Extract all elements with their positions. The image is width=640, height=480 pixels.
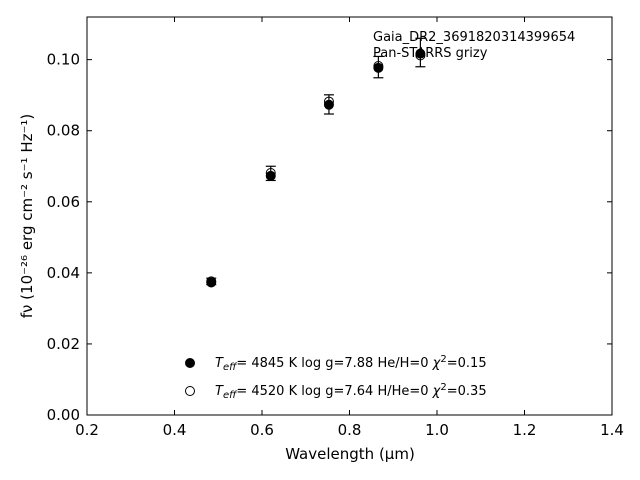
data-points <box>206 48 426 288</box>
legend-marker-filled <box>185 358 195 368</box>
x-tick-label: 0.8 <box>338 421 362 439</box>
point-model-2 <box>206 276 217 287</box>
error-bars <box>206 37 426 286</box>
y-axis-label: fν (10⁻²⁶ erg cm⁻² s⁻¹ Hz⁻¹) <box>18 114 36 319</box>
x-axis-ticks: 0.2 0.4 0.6 0.8 1.0 1.2 1.4 <box>75 17 624 439</box>
point-model-1 <box>265 170 276 181</box>
x-tick-label: 0.2 <box>75 421 99 439</box>
y-tick-label: 0.10 <box>47 51 80 69</box>
y-tick-label: 0.06 <box>47 193 80 211</box>
legend: Teff= 4845 K log g=7.88 He/H=0 χ2=0.15 T… <box>185 354 487 401</box>
y-tick-label: 0.02 <box>47 335 80 353</box>
y-tick-label: 0.08 <box>47 122 80 140</box>
annotation-survey: Pan-STARRS grizy <box>373 46 488 61</box>
annotation-star-id: Gaia_DR2_3691820314399654 <box>373 30 575 45</box>
legend-entry-2: Teff= 4520 K log g=7.64 H/He=0 χ2=0.35 <box>215 382 487 401</box>
y-tick-label: 0.00 <box>47 406 80 424</box>
x-axis-label: Wavelength (μm) <box>285 445 415 463</box>
point-model-2 <box>415 50 426 61</box>
x-tick-label: 0.4 <box>163 421 187 439</box>
x-tick-label: 1.4 <box>600 421 624 439</box>
point-model-1 <box>323 99 334 110</box>
point-model-2 <box>323 96 334 107</box>
plot-frame <box>86 16 613 416</box>
y-tick-label: 0.04 <box>47 264 80 282</box>
point-model-2 <box>373 61 384 72</box>
x-tick-label: 0.6 <box>250 421 274 439</box>
legend-entry-1: Teff= 4845 K log g=7.88 He/H=0 χ2=0.15 <box>215 354 487 373</box>
y-axis-ticks: 0.00 0.02 0.04 0.06 0.08 0.10 <box>47 51 612 424</box>
svg-text:fν (10⁻²⁶ erg cm⁻² s⁻¹ Hz⁻¹): fν (10⁻²⁶ erg cm⁻² s⁻¹ Hz⁻¹) <box>18 114 36 319</box>
point-model-2 <box>265 168 276 179</box>
legend-marker-open <box>185 386 195 396</box>
x-tick-label: 1.2 <box>513 421 537 439</box>
x-tick-label: 1.0 <box>425 421 449 439</box>
